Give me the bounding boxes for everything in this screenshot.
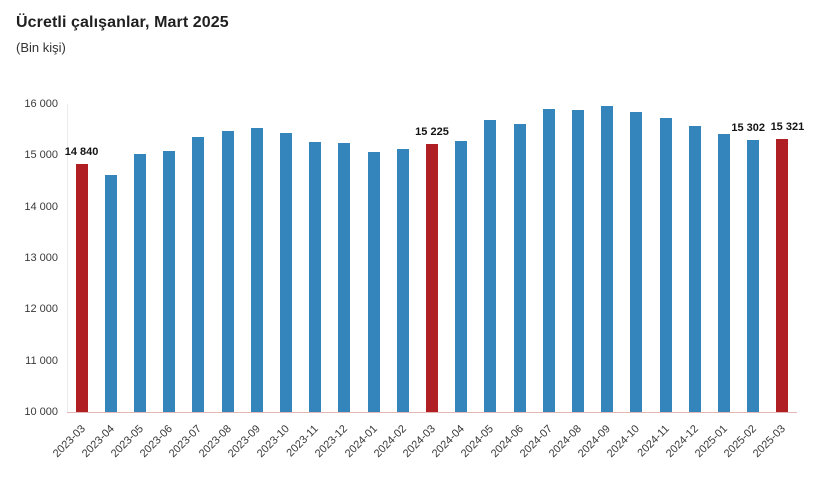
bar-2023-12[interactable] <box>338 143 351 412</box>
data-label-2023-03: 14 840 <box>64 145 99 158</box>
bar-2024-05[interactable] <box>484 119 497 412</box>
data-label-2024-03: 15 225 <box>415 125 449 138</box>
y-axis-line <box>67 104 68 412</box>
bar-2023-10[interactable] <box>280 132 292 412</box>
data-label-2025-03: 15 321 <box>770 120 805 133</box>
chart-subtitle: (Bin kişi) <box>16 40 66 55</box>
bar-2023-09[interactable] <box>250 127 263 412</box>
bar-2024-04[interactable] <box>455 141 468 412</box>
bar-2024-08[interactable] <box>572 109 584 412</box>
y-tick-label: 10 000 <box>24 406 58 418</box>
chart-title: Ücretli çalışanlar, Mart 2025 <box>16 14 229 31</box>
y-tick-label: 14 000 <box>24 200 58 213</box>
bar-2024-01[interactable] <box>367 151 380 412</box>
bar-2024-11[interactable] <box>659 117 672 412</box>
bar-2024-12[interactable] <box>688 125 701 412</box>
bar-2024-10[interactable] <box>630 111 643 412</box>
y-tick-label: 15 000 <box>24 149 58 162</box>
x-axis-line <box>67 412 797 413</box>
data-label-2025-02: 15 302 <box>731 121 766 134</box>
bar-2024-03[interactable] <box>426 143 438 412</box>
bar-2025-01[interactable] <box>718 134 730 412</box>
y-tick-label: 11 000 <box>25 354 58 367</box>
bar-2025-03[interactable] <box>776 138 789 412</box>
bar-2023-11[interactable] <box>309 141 322 412</box>
y-tick-label: 13 000 <box>24 252 58 264</box>
bar-2024-07[interactable] <box>542 109 555 412</box>
bar-2023-06[interactable] <box>163 151 176 412</box>
bar-2023-08[interactable] <box>221 131 234 412</box>
y-tick-label: 16 000 <box>24 98 58 110</box>
bar-2023-05[interactable] <box>134 154 146 412</box>
bar-2024-09[interactable] <box>601 105 614 412</box>
y-tick-label: 12 000 <box>24 303 58 316</box>
bar-2025-02[interactable] <box>747 139 760 412</box>
bar-2023-04[interactable] <box>104 175 117 412</box>
bar-2023-07[interactable] <box>192 137 205 412</box>
bar-2024-06[interactable] <box>513 123 526 412</box>
bar-2024-02[interactable] <box>396 149 409 412</box>
bar-2023-03[interactable] <box>75 163 88 412</box>
